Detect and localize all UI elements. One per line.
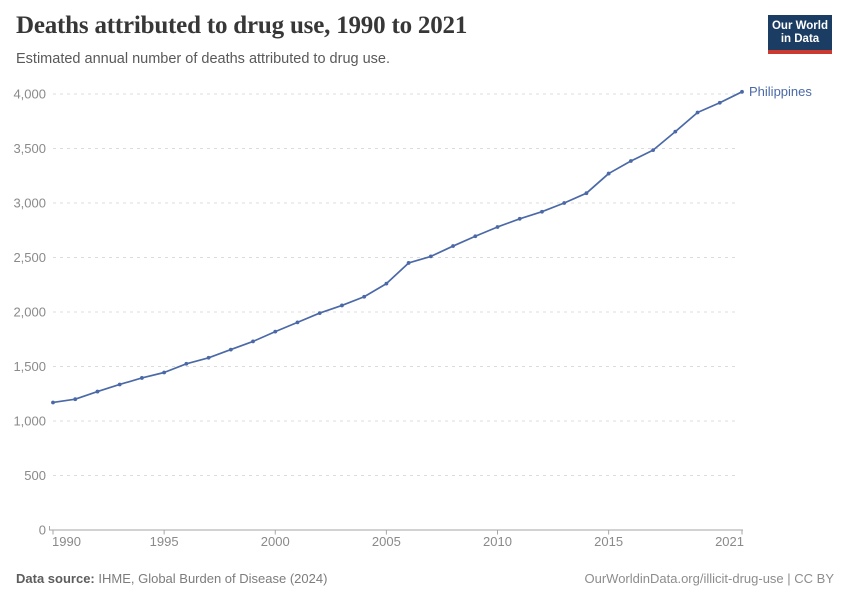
data-point bbox=[562, 201, 567, 205]
data-point bbox=[117, 382, 122, 387]
footer-link[interactable]: OurWorldinData.org/illicit-drug-use | CC… bbox=[584, 571, 835, 586]
data-point bbox=[95, 389, 100, 394]
line-chart: 0 500 1,000 1,500 2,000 2,500 3,000 3,500 4,000 1… bbox=[13, 84, 812, 549]
chart-footer: Data source: IHME, Global Burden of Dise… bbox=[16, 571, 834, 586]
data-point bbox=[384, 281, 389, 286]
page-title: Deaths attributed to drug use, 1990 to 2… bbox=[16, 12, 468, 39]
chart-subtitle: Estimated annual number of deaths attrib… bbox=[16, 51, 391, 67]
data-point bbox=[162, 370, 167, 375]
y-tick-label: 0 bbox=[39, 522, 46, 537]
data-point bbox=[740, 89, 744, 94]
data-point bbox=[540, 209, 544, 214]
data-point bbox=[273, 329, 278, 334]
data-point bbox=[295, 320, 300, 325]
data-point bbox=[73, 397, 78, 402]
data-point bbox=[251, 339, 255, 344]
x-tick-label: 1995 bbox=[150, 534, 179, 549]
y-tick-label: 3,500 bbox=[13, 141, 46, 156]
data-point bbox=[362, 294, 367, 299]
entity-label: Philippines bbox=[749, 84, 812, 99]
x-tick-label: 2005 bbox=[372, 534, 401, 549]
data-point bbox=[451, 244, 455, 248]
data-point bbox=[406, 261, 411, 265]
x-tick-label: 1990 bbox=[52, 534, 81, 549]
data-point bbox=[428, 254, 433, 259]
y-tick-label: 2,000 bbox=[13, 304, 46, 319]
data-source: Data source: IHME, Global Burden of Dise… bbox=[16, 571, 327, 586]
trend-line bbox=[52, 90, 743, 404]
data-point bbox=[673, 129, 678, 134]
data-point bbox=[695, 110, 700, 115]
y-tick-label: 2,500 bbox=[13, 250, 46, 265]
data-point bbox=[140, 376, 144, 380]
data-point bbox=[717, 100, 722, 105]
data-source-text: IHME, Global Burden of Disease (2024) bbox=[94, 571, 328, 586]
owid-logo-line1: Our World bbox=[771, 20, 828, 32]
data-point bbox=[51, 400, 55, 405]
y-tick-label: 1,500 bbox=[13, 359, 46, 374]
data-point bbox=[606, 171, 611, 176]
y-tick-label: 500 bbox=[24, 468, 46, 483]
data-point bbox=[628, 159, 633, 163]
data-point bbox=[184, 361, 189, 366]
data-point bbox=[495, 225, 500, 229]
data-point bbox=[517, 216, 522, 221]
data-point bbox=[584, 191, 589, 196]
data-point bbox=[340, 303, 344, 308]
data-point bbox=[651, 148, 655, 153]
data-source-label: Data source: bbox=[16, 571, 95, 586]
data-point bbox=[473, 234, 478, 239]
x-tick-label: 2015 bbox=[594, 534, 623, 549]
y-tick-label: 4,000 bbox=[13, 86, 46, 101]
owid-logo[interactable]: Our World in Data bbox=[768, 15, 832, 54]
y-tick-label: 3,000 bbox=[13, 195, 46, 210]
data-point bbox=[317, 311, 322, 315]
data-point bbox=[206, 355, 211, 360]
owid-logo-line2: in Data bbox=[780, 33, 820, 45]
x-tick-label: 2021 bbox=[715, 534, 744, 549]
x-tick-label: 2000 bbox=[261, 534, 290, 549]
x-tick-label: 2010 bbox=[483, 534, 512, 549]
y-tick-label: 1,000 bbox=[13, 413, 46, 428]
data-point bbox=[228, 347, 233, 352]
